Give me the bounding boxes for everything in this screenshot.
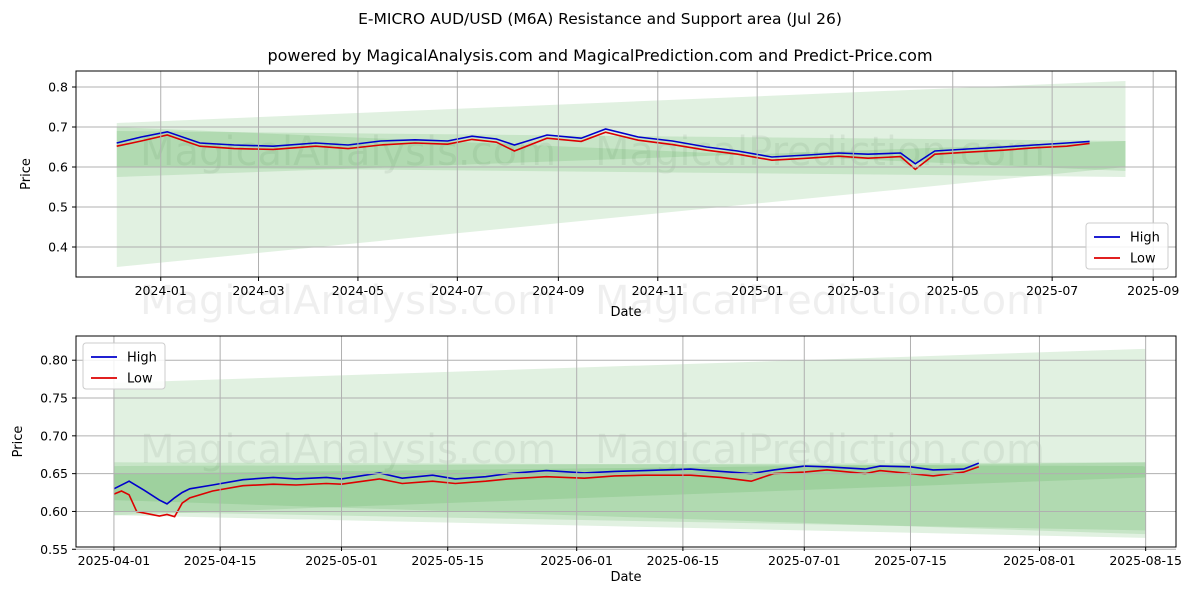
x-tick-label: 2024-11 bbox=[632, 283, 684, 298]
y-tick-label: 0.6 bbox=[48, 160, 68, 175]
y-tick-label: 0.7 bbox=[48, 120, 68, 135]
axes-frame bbox=[75, 70, 1177, 278]
x-tick-label: 2025-07 bbox=[1026, 283, 1078, 298]
chart-1: MagicalAnalysis.com MagicalPrediction.com… bbox=[19, 70, 1179, 324]
chart-title: E-MICRO AUD/USD (M6A) Resistance and Sup… bbox=[358, 10, 842, 28]
watermark-text: MagicalPrediction.com bbox=[595, 427, 1045, 473]
legend-label-low: Low bbox=[127, 372, 153, 387]
x-axis-label: Date bbox=[610, 570, 641, 585]
x-axis-label: Date bbox=[610, 305, 641, 320]
legend: High Low bbox=[82, 342, 166, 390]
x-tick-label: 2024-07 bbox=[431, 283, 483, 298]
x-tick-label: 2024-05 bbox=[332, 283, 384, 298]
x-tick-label: 2025-05 bbox=[927, 283, 979, 298]
chart-2: MagicalAnalysis.com MagicalPrediction.com… bbox=[11, 335, 1182, 585]
watermark-text: MagicalAnalysis.com bbox=[140, 278, 556, 324]
y-tick-label: 0.75 bbox=[40, 391, 68, 406]
x-tick-label: 2025-08-15 bbox=[1109, 553, 1182, 568]
legend-label-high: High bbox=[127, 351, 157, 366]
legend-label-low: Low bbox=[1130, 252, 1156, 267]
x-tick-label: 2025-06-01 bbox=[540, 553, 613, 568]
legend: High Low bbox=[1085, 222, 1169, 270]
x-tick-label: 2025-04-01 bbox=[78, 553, 151, 568]
x-tick-label: 2025-04-15 bbox=[184, 553, 257, 568]
x-tick-label: 2024-09 bbox=[532, 283, 584, 298]
plot-area bbox=[113, 348, 1146, 538]
y-tick-label: 0.65 bbox=[40, 466, 68, 481]
series-line-high bbox=[113, 462, 980, 505]
chart-subtitle: powered by MagicalAnalysis.com and Magic… bbox=[267, 46, 933, 65]
x-tick-label: 2024-03 bbox=[232, 283, 284, 298]
y-tick-label: 0.80 bbox=[40, 353, 68, 368]
x-tick-label: 2025-01 bbox=[731, 283, 783, 298]
x-tick-label: 2025-03 bbox=[827, 283, 879, 298]
x-tick-label: 2025-05-01 bbox=[305, 553, 378, 568]
x-tick-label: 2025-05-15 bbox=[411, 553, 484, 568]
watermark-text: MagicalPrediction.com bbox=[595, 278, 1045, 324]
series-line-high bbox=[116, 128, 1090, 165]
support-resistance-band bbox=[113, 462, 1146, 538]
x-tick-label: 2025-07-01 bbox=[768, 553, 841, 568]
y-tick-label: 0.60 bbox=[40, 504, 68, 519]
y-tick-label: 0.55 bbox=[40, 542, 68, 557]
y-tick-label: 0.70 bbox=[40, 428, 68, 443]
x-tick-label: 2025-08-01 bbox=[1003, 553, 1076, 568]
axes-frame bbox=[75, 335, 1177, 548]
y-tick-label: 0.8 bbox=[48, 80, 68, 95]
support-resistance-band bbox=[116, 127, 1126, 177]
x-tick-label: 2025-07-15 bbox=[874, 553, 947, 568]
y-axis-label: Price bbox=[19, 158, 34, 190]
legend-label-high: High bbox=[1130, 231, 1160, 246]
plot-area bbox=[116, 81, 1126, 267]
y-tick-label: 0.4 bbox=[48, 240, 68, 255]
series-line-low bbox=[116, 131, 1090, 171]
y-tick-label: 0.5 bbox=[48, 200, 68, 215]
y-axis-label: Price bbox=[11, 426, 26, 458]
x-tick-label: 2025-09 bbox=[1127, 283, 1179, 298]
watermark-text: MagicalAnalysis.com bbox=[140, 427, 556, 473]
x-tick-label: 2024-01 bbox=[135, 283, 187, 298]
series-line-low bbox=[113, 466, 980, 518]
x-tick-label: 2025-06-15 bbox=[647, 553, 720, 568]
